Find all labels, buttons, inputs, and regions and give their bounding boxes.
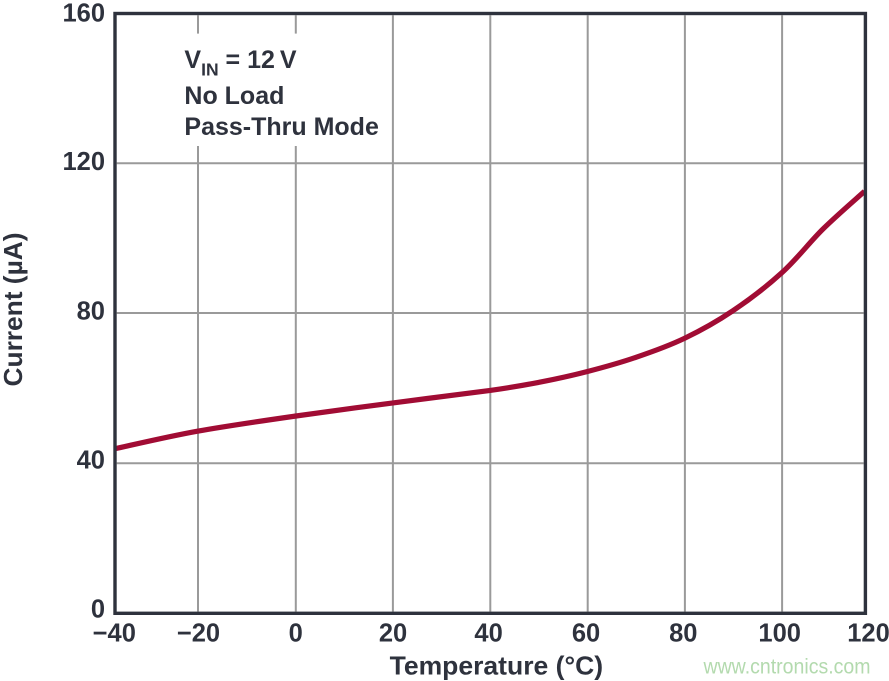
- svg-text:40: 40: [474, 620, 502, 648]
- svg-text:120: 120: [847, 620, 889, 648]
- svg-text:20: 20: [379, 620, 407, 648]
- svg-text:0: 0: [91, 596, 105, 624]
- svg-text:Current (µA): Current (µA): [0, 233, 28, 387]
- svg-text:0: 0: [289, 620, 303, 648]
- svg-text:120: 120: [62, 148, 105, 176]
- svg-text:−40: −40: [93, 620, 136, 648]
- svg-text:No Load: No Load: [184, 82, 284, 110]
- svg-text:100: 100: [758, 620, 801, 648]
- svg-text:www.cntronics.com: www.cntronics.com: [703, 654, 871, 678]
- svg-text:40: 40: [77, 447, 105, 475]
- svg-text:160: 160: [62, 0, 105, 28]
- svg-text:Pass-Thru Mode: Pass-Thru Mode: [184, 113, 379, 141]
- svg-text:80: 80: [77, 298, 105, 326]
- svg-text:−20: −20: [177, 620, 220, 648]
- svg-text:Temperature (°C): Temperature (°C): [390, 651, 603, 681]
- svg-text:60: 60: [572, 620, 600, 648]
- svg-text:80: 80: [669, 620, 697, 648]
